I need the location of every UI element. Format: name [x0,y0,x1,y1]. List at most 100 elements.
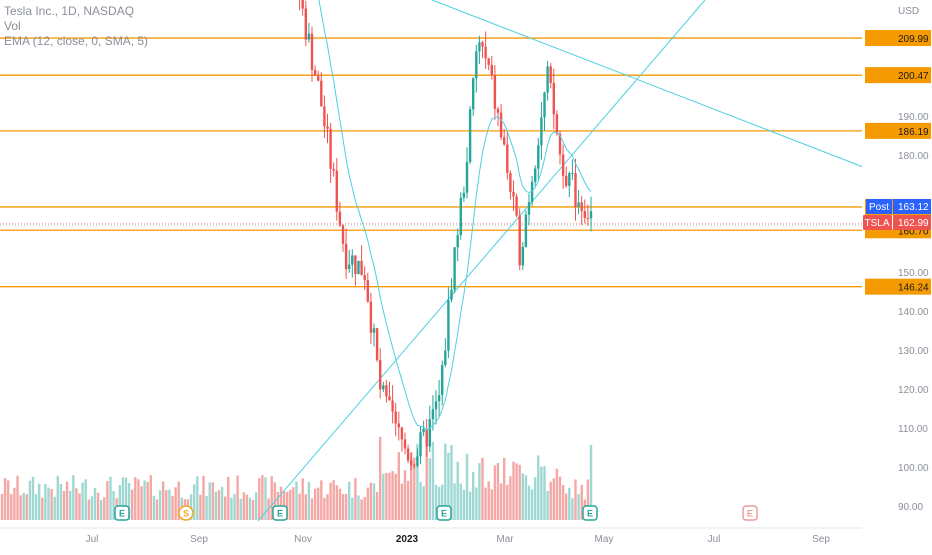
volume-bar [304,494,307,520]
volume-bar [131,489,134,520]
price-tick: 130.00 [898,346,929,357]
volume-bar [286,491,289,520]
candle [490,55,493,80]
svg-text:E: E [747,509,753,519]
time-tick: Jul [708,534,721,545]
volume-bar [28,480,32,520]
volume-bar [326,494,329,520]
volume-bar [124,477,128,520]
volume-bar [261,475,264,520]
volume-bar [521,473,524,520]
svg-text:160.70: 160.70 [898,226,929,237]
volume-bar [332,480,335,520]
volume-bar [472,471,475,520]
split-event-marker[interactable]: S [178,505,194,521]
time-tick: May [595,534,614,545]
svg-text:S: S [183,509,189,519]
ascending-trend-line[interactable] [257,0,706,522]
volume-bar [75,488,78,520]
candle [465,147,469,199]
volume-bar [586,479,590,520]
time-tick: 2023 [396,534,419,545]
price-tick: 190.00 [898,112,929,123]
symbol-title[interactable]: Tesla Inc., 1D, NASDAQ [4,4,135,18]
trend-lines[interactable] [257,0,890,522]
candle [493,65,497,120]
svg-text:162.99: 162.99 [898,218,929,229]
earnings-event-marker[interactable]: E [742,505,758,521]
ema-legend[interactable]: EMA (12, close, 0, SMA, 5) [4,34,149,48]
earnings-event-marker[interactable]: E [114,505,130,521]
volume-bar [230,497,233,520]
volume-bar [552,478,555,520]
volume-bar [360,499,363,520]
level-price-label[interactable]: 186.19 [865,122,931,139]
volume-bar [118,484,121,520]
post-price-tag[interactable]: Post 163.12 [866,199,931,214]
volume-bar [397,452,400,520]
earnings-event-marker[interactable]: E [582,505,598,521]
candle [341,224,345,252]
volume-bar [22,492,25,520]
candle [484,31,487,69]
volume-bar [87,499,90,520]
time-axis[interactable]: Jul Sep Nov 2023 Mar May Jul Sep [0,527,862,545]
volume-bar [574,479,577,520]
candle [382,381,385,393]
volume-bar [38,483,41,520]
earnings-event-marker[interactable]: E [272,505,288,521]
volume-bar [543,466,546,520]
last-price-tag[interactable]: TSLA 162.99 [863,215,931,230]
volume-bar [152,495,156,520]
candle [413,463,416,469]
volume-bar [335,485,338,520]
volume-bar [400,483,404,520]
volume-bar [13,487,16,520]
volume-bar [301,478,304,520]
horizontal-levels[interactable] [0,37,862,288]
level-price-label[interactable]: 146.24 [865,278,931,295]
volume-bar [338,488,342,520]
svg-text:209.99: 209.99 [898,34,929,45]
volume-bar [354,478,357,520]
volume-bar [248,497,252,520]
candle [437,379,441,417]
volume-bar [158,490,162,520]
volume-bar [211,482,214,520]
volume-bar [100,499,103,520]
level-price-label[interactable]: 209.99 [865,30,931,47]
earnings-event-marker[interactable]: E [436,505,452,521]
candle [410,452,413,471]
candles [299,0,593,471]
time-tick: Sep [812,534,830,545]
volume-legend[interactable]: Vol [4,19,21,33]
volume-bar [239,498,242,520]
volume-bar [298,493,301,520]
volume-bar [580,484,583,520]
descending-trend-line[interactable] [431,0,890,178]
level-price-label[interactable]: 200.47 [865,67,931,84]
volume-bar [496,463,500,520]
candle [444,338,447,368]
volume-bar [459,483,462,520]
volume-bar [453,483,456,520]
candle [524,210,528,248]
volume-bar [410,452,413,520]
candle [552,68,555,130]
candle [351,249,354,278]
ema-path [318,0,592,431]
svg-text:186.19: 186.19 [898,127,929,138]
volume-bar [425,446,428,520]
price-tick: 100.00 [898,463,929,474]
volume-bar [530,489,534,520]
candle [320,72,323,107]
svg-text:163.12: 163.12 [898,202,929,213]
volume-bar [96,492,100,520]
candle [338,201,342,227]
volume-bar [437,486,441,520]
volume-bar [44,483,47,520]
volume-bar [50,489,53,520]
volume-bar [310,498,314,520]
price-axis[interactable]: USD 90.00 100.00 110.00 120.00 130.00 140.00 15… [862,0,932,550]
